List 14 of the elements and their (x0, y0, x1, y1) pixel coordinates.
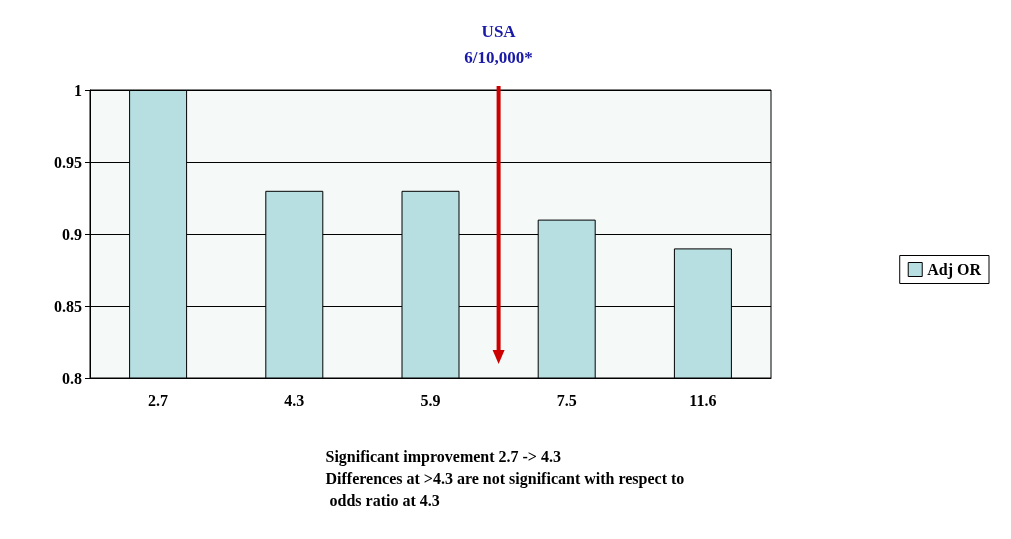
x-tick-label: 4.3 (284, 391, 305, 409)
text: USA 6/10,000* (464, 21, 533, 67)
x-tick-label: 11.6 (689, 391, 717, 409)
y-tick-label: 0.95 (54, 153, 82, 171)
x-tick-label: 5.9 (420, 391, 441, 409)
legend-label: Adj OR (927, 261, 982, 279)
y-tick-label: 0.8 (62, 369, 82, 387)
text: Significant improvement 2.7 -> 4.3 (325, 447, 561, 466)
y-tick-label: 0.9 (62, 225, 82, 243)
text: Differences at >4.3 are not significant with respect to odds ratio at 4.3 (325, 469, 685, 509)
y-tick-label: 0.85 (54, 297, 82, 315)
x-tick-label: 7.5 (556, 391, 577, 409)
y-tick-label: 1 (74, 81, 82, 99)
x-tick-label: 2.7 (148, 391, 169, 409)
